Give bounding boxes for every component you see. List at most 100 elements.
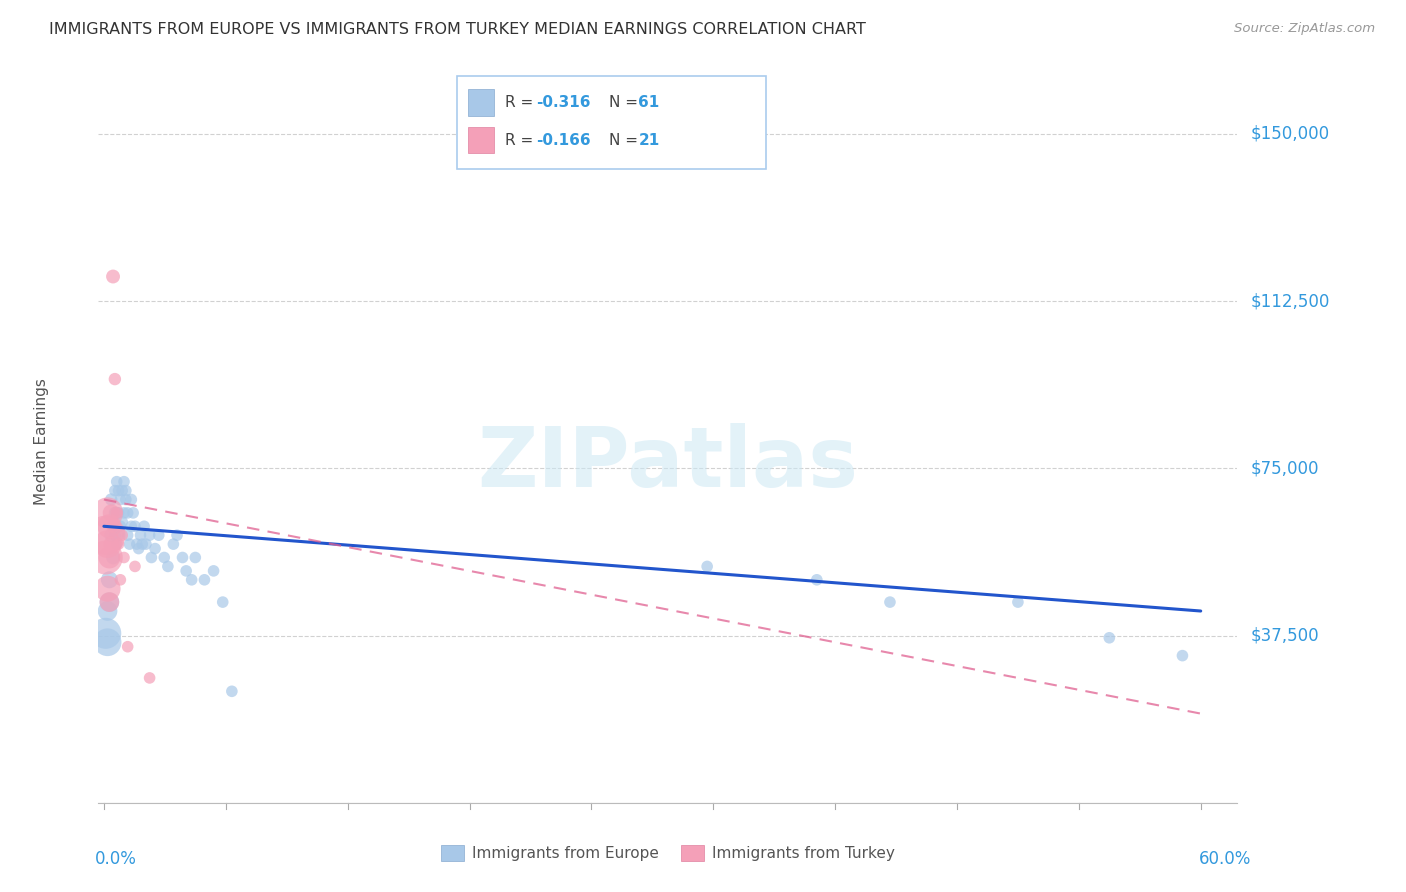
- Point: [124, 519, 146, 533]
- Point: [94, 528, 117, 542]
- Text: $37,500: $37,500: [1251, 626, 1320, 645]
- Point: [107, 537, 129, 551]
- Point: [105, 506, 128, 520]
- Point: [98, 573, 121, 587]
- Point: [128, 541, 150, 556]
- Text: R =: R =: [505, 133, 538, 147]
- Point: [100, 492, 122, 507]
- Point: [1007, 595, 1029, 609]
- Point: [97, 635, 120, 649]
- Point: [111, 528, 134, 542]
- Point: [120, 519, 142, 533]
- Point: [98, 595, 121, 609]
- Point: [117, 528, 139, 542]
- Point: [156, 559, 179, 574]
- Point: [153, 550, 176, 565]
- Point: [101, 519, 124, 533]
- Point: [879, 595, 901, 609]
- Text: $112,500: $112,500: [1251, 292, 1330, 310]
- Point: [110, 492, 132, 507]
- Point: [118, 537, 141, 551]
- Point: [131, 537, 153, 551]
- Point: [174, 564, 197, 578]
- Point: [107, 506, 129, 520]
- Point: [101, 519, 124, 533]
- Text: 61: 61: [638, 95, 659, 110]
- Point: [111, 515, 134, 529]
- Point: [110, 573, 132, 587]
- Point: [202, 564, 225, 578]
- Point: [111, 483, 134, 498]
- Point: [98, 595, 121, 609]
- Point: [100, 537, 122, 551]
- Text: R =: R =: [505, 95, 538, 110]
- Point: [138, 528, 160, 542]
- Point: [122, 506, 145, 520]
- Point: [134, 519, 156, 533]
- Point: [100, 528, 122, 542]
- Point: [104, 483, 127, 498]
- Point: [117, 506, 139, 520]
- Text: 60.0%: 60.0%: [1198, 850, 1251, 868]
- Point: [148, 528, 170, 542]
- Text: IMMIGRANTS FROM EUROPE VS IMMIGRANTS FROM TURKEY MEDIAN EARNINGS CORRELATION CHA: IMMIGRANTS FROM EUROPE VS IMMIGRANTS FRO…: [49, 22, 866, 37]
- Point: [141, 550, 163, 565]
- Legend: Immigrants from Europe, Immigrants from Turkey: Immigrants from Europe, Immigrants from …: [434, 839, 901, 867]
- Point: [184, 550, 207, 565]
- Point: [105, 475, 128, 489]
- Point: [112, 550, 135, 565]
- Point: [104, 506, 127, 520]
- Point: [107, 528, 129, 542]
- Point: [115, 492, 138, 507]
- Point: [180, 573, 202, 587]
- Point: [104, 372, 127, 386]
- Text: Source: ZipAtlas.com: Source: ZipAtlas.com: [1234, 22, 1375, 36]
- Point: [101, 550, 124, 565]
- Point: [94, 626, 117, 640]
- Text: N =: N =: [609, 133, 643, 147]
- Point: [221, 684, 243, 698]
- Text: -0.166: -0.166: [536, 133, 591, 147]
- Point: [125, 537, 148, 551]
- Point: [1171, 648, 1194, 663]
- Point: [138, 671, 160, 685]
- Text: $75,000: $75,000: [1251, 459, 1319, 477]
- Point: [115, 483, 138, 498]
- Point: [120, 492, 142, 507]
- Point: [172, 550, 194, 565]
- Point: [806, 573, 828, 587]
- Text: $150,000: $150,000: [1251, 125, 1330, 143]
- Point: [1098, 631, 1121, 645]
- Point: [124, 559, 146, 574]
- Point: [110, 519, 132, 533]
- Point: [107, 483, 129, 498]
- Point: [94, 550, 117, 565]
- Text: ZIPatlas: ZIPatlas: [478, 423, 858, 504]
- Point: [143, 541, 166, 556]
- Point: [98, 519, 121, 533]
- Point: [112, 506, 135, 520]
- Point: [129, 528, 152, 542]
- Point: [193, 573, 215, 587]
- Point: [112, 475, 135, 489]
- Text: N =: N =: [609, 95, 643, 110]
- Point: [135, 537, 157, 551]
- Point: [696, 559, 718, 574]
- Text: -0.316: -0.316: [536, 95, 591, 110]
- Point: [97, 537, 120, 551]
- Point: [97, 582, 120, 596]
- Point: [162, 537, 184, 551]
- Point: [105, 537, 128, 551]
- Point: [97, 506, 120, 520]
- Text: Median Earnings: Median Earnings: [34, 378, 49, 505]
- Point: [211, 595, 233, 609]
- Point: [166, 528, 188, 542]
- Point: [100, 506, 122, 520]
- Text: 0.0%: 0.0%: [96, 850, 136, 868]
- Point: [101, 269, 124, 284]
- Point: [98, 550, 121, 565]
- Point: [97, 604, 120, 618]
- Point: [105, 506, 128, 520]
- Text: 21: 21: [638, 133, 659, 147]
- Point: [104, 528, 127, 542]
